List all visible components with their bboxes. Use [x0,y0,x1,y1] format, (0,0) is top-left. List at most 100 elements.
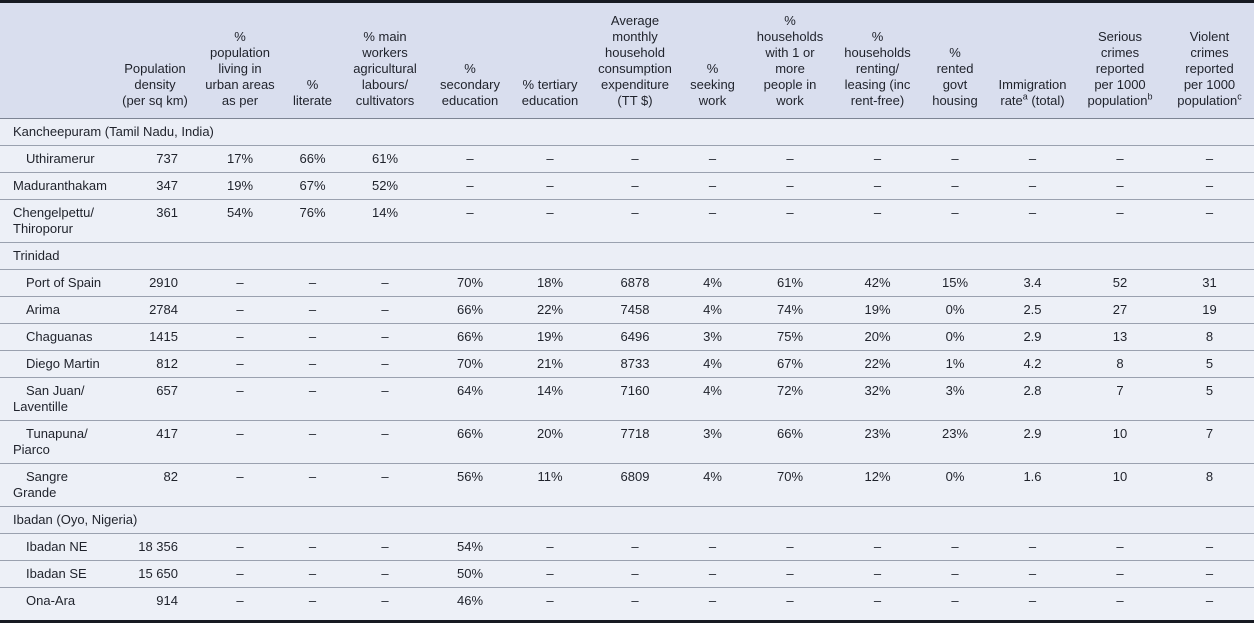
cell-density: 15 650 [115,560,195,588]
row-label: Port of Spain [0,269,115,297]
cell-tertiary: 20% [510,420,590,464]
table-row: Arima 2784– – –66% 22% 7458 4% 74% 19% 0% 2.5 27 19 [0,296,1254,324]
cell-consumption: 6809 [590,463,680,507]
cell-urban: – [195,533,285,561]
table-row: Uthiramerur 737 17% 66% 61% – – – – – – – – – – [0,145,1254,173]
cell-agri: – [340,377,430,421]
cell-immigration: – [990,145,1075,173]
cell-secondary: 66% [430,323,510,351]
cell-violent: 8 [1165,323,1254,351]
table-row: Chaguanas 1415– – –66% 19% 6496 3% 75% 20% 0% 2.9 1… [0,323,1254,351]
cell-violent: – [1165,172,1254,200]
column-header-literate: % literate [285,3,340,119]
cell-inwork: 66% [745,420,835,464]
cell-agri: 14% [340,199,430,243]
cell-secondary: 54% [430,533,510,561]
cell-serious: – [1075,560,1165,588]
cell-consumption: 7160 [590,377,680,421]
table-row: Chengelpettu/ Thiroporur 361 54% 76% 14% – – – –… [0,199,1254,243]
cell-agri: – [340,269,430,297]
group-row: Trinidad [0,242,1254,270]
cell-violent: – [1165,145,1254,173]
cell-inwork: 70% [745,463,835,507]
cell-tertiary: – [510,533,590,561]
cell-urban: 19% [195,172,285,200]
cell-serious: – [1075,172,1165,200]
cell-consumption: – [590,560,680,588]
cell-violent: 5 [1165,350,1254,378]
cell-renting: 22% [835,350,920,378]
cell-govt: 0% [920,323,990,351]
column-header-consumption: Average monthly household consumption expend… [590,3,680,119]
cell-agri: – [340,533,430,561]
cell-consumption: – [590,199,680,243]
cell-density: 82 [115,463,195,507]
cell-urban: – [195,463,285,507]
table-row: Sangre Grande 82– – –56% 11% 6809 4% 70% 12% 0% 1.… [0,463,1254,507]
table-row: Ibadan SE 15 650– – –50% – – – – – – – – – [0,560,1254,588]
cell-seeking: 3% [680,420,745,464]
cell-tertiary: – [510,145,590,173]
cell-serious: 8 [1075,350,1165,378]
cell-literate: 76% [285,199,340,243]
cell-seeking: – [680,199,745,243]
cell-tertiary: 21% [510,350,590,378]
cell-consumption: 6496 [590,323,680,351]
cell-secondary: 70% [430,269,510,297]
cell-consumption: 8733 [590,350,680,378]
cell-tertiary: 11% [510,463,590,507]
cell-govt: – [920,533,990,561]
row-label: Ibadan NE [0,533,115,561]
cell-consumption: – [631,593,639,608]
group-row: Kancheepuram (Tamil Nadu, India) [0,118,1254,146]
cell-secondary: – [430,199,510,243]
cell-inwork: – [745,533,835,561]
column-header-secondary: % secondary education [430,3,510,119]
table-row: Ibadan NE 18 356– – –54% – – – – – – – – – [0,533,1254,561]
cell-serious: 7 [1075,377,1165,421]
table-header: Population density (per sq km)% population l… [0,3,1254,119]
cell-immigration: 2.9 [990,420,1075,464]
cell-immigration: – [990,199,1075,243]
cell-seeking: – [680,533,745,561]
cell-renting: 23% [835,420,920,464]
cell-immigration: 2.8 [990,377,1075,421]
cell-violent: 31 [1165,269,1254,297]
column-header-inwork: % households with 1 or more people in work [745,3,835,119]
group-row: Ibadan (Oyo, Nigeria) [0,506,1254,534]
cell-serious: 27 [1075,296,1165,324]
cell-seeking: 4% [680,377,745,421]
cell-secondary: 66% [430,420,510,464]
cell-seeking: 3% [680,323,745,351]
cell-urban: – [195,323,285,351]
cell-literate: – [285,533,340,561]
table-row: Maduranthakam 347 19% 67% 52% – – – – – – – – – – [0,172,1254,200]
cell-seeking: – [708,593,717,608]
cell-agri: – [340,296,430,324]
cell-renting: – [835,145,920,173]
cell-secondary: 56% [430,463,510,507]
cell-urban: 54% [195,199,285,243]
cell-govt: 1% [920,350,990,378]
cell-govt: – [920,199,990,243]
cell-serious: – [1075,533,1165,561]
cell-violent: – [1205,593,1214,608]
cell-inwork: 74% [745,296,835,324]
cell-immigration: – [990,172,1075,200]
cell-govt: 23% [920,420,990,464]
cell-urban: – [195,377,285,421]
column-header-tertiary: % tertiary education [510,3,590,119]
row-label: Diego Martin [0,350,115,378]
row-label: Ibadan SE [0,560,115,588]
table-row: San Juan/ Laventille 657– – –64% 14% 7160 4% 72… [0,377,1254,421]
cell-violent: – [1165,533,1254,561]
table-row: Diego Martin 812– – –70% 21% 8733 4% 67% 22% 1% 4.… [0,350,1254,378]
cell-density: 1415 [115,323,195,351]
cell-renting: 32% [835,377,920,421]
cell-seeking: 4% [680,463,745,507]
cell-renting: 42% [835,269,920,297]
table-body: Kancheepuram (Tamil Nadu, India) Uthirame… [0,118,1254,615]
cell-seeking: 4% [680,296,745,324]
cell-govt: – [920,560,990,588]
cell-violent: 5 [1165,377,1254,421]
